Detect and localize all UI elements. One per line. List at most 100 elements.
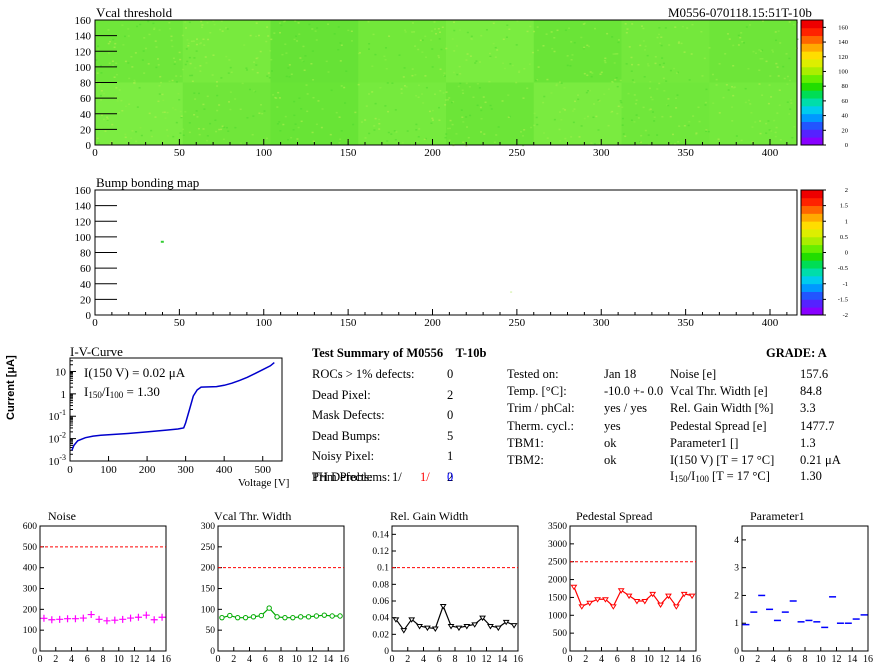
map-pixel bbox=[496, 49, 499, 51]
map-pixel bbox=[505, 36, 508, 38]
ph-defects-value-1: 1/ bbox=[392, 470, 402, 484]
roc-chart-frame bbox=[741, 525, 869, 652]
roc-point bbox=[87, 611, 95, 619]
map-pixel bbox=[708, 47, 711, 49]
map-pixel bbox=[732, 87, 735, 89]
defect-bump bbox=[510, 291, 513, 293]
map-pixel bbox=[246, 69, 249, 71]
map-pixel bbox=[99, 94, 102, 97]
palette-tick-label: 0.5 bbox=[840, 234, 848, 241]
map-pixel bbox=[467, 136, 470, 139]
map-pixel bbox=[437, 28, 440, 30]
map-pixel bbox=[465, 144, 468, 147]
map-pixel bbox=[522, 135, 525, 137]
map-pixel bbox=[120, 99, 123, 102]
palette-tick-label: 140 bbox=[838, 39, 848, 46]
map-pixel bbox=[109, 40, 112, 43]
map-pixel bbox=[649, 80, 652, 83]
map-pixel bbox=[712, 102, 715, 104]
roc-y-tick-label: 3 bbox=[734, 564, 739, 574]
map-pixel bbox=[294, 20, 297, 22]
map-pixel bbox=[635, 114, 638, 116]
map-pixel bbox=[188, 131, 191, 134]
map-pixel bbox=[358, 52, 361, 54]
map-pixel bbox=[519, 131, 522, 133]
map-pixel bbox=[142, 50, 145, 52]
map-pixel bbox=[640, 134, 643, 137]
map-pixel bbox=[660, 36, 663, 38]
map-pixel bbox=[501, 100, 504, 102]
map-pixel bbox=[470, 35, 473, 38]
map-pixel bbox=[184, 21, 187, 23]
map-pixel bbox=[182, 134, 185, 137]
map-pixel bbox=[177, 93, 180, 95]
map-pixel bbox=[607, 124, 610, 127]
map-pixel bbox=[421, 39, 424, 41]
roc-x-tick-label: 4 bbox=[599, 654, 604, 665]
palette-tick-label: -2 bbox=[843, 312, 848, 319]
map-pixel bbox=[193, 57, 196, 59]
summary-title: Test Summary of M0556 T-10b bbox=[312, 346, 487, 360]
palette-band bbox=[801, 229, 823, 238]
map-pixel bbox=[178, 51, 181, 54]
map-pixel bbox=[308, 23, 311, 26]
param-label: Vcal Thr. Width [e] bbox=[670, 384, 768, 399]
map-pixel bbox=[298, 33, 301, 35]
map-x-tick-label: 100 bbox=[256, 147, 273, 159]
map-pixel bbox=[690, 53, 693, 55]
map-pixel bbox=[749, 103, 752, 105]
map-pixel bbox=[628, 46, 631, 48]
map-pixel bbox=[130, 137, 133, 139]
map-pixel bbox=[650, 96, 653, 98]
map-pixel bbox=[255, 57, 258, 60]
map-pixel bbox=[290, 73, 293, 75]
map-pixel bbox=[199, 65, 202, 67]
roc-y-tick-label: 2000 bbox=[548, 576, 567, 586]
map-pixel bbox=[445, 91, 448, 93]
map-pixel bbox=[577, 98, 580, 101]
map-pixel bbox=[131, 130, 134, 132]
map-pixel bbox=[431, 109, 434, 112]
roc-series-line bbox=[395, 604, 515, 632]
map-pixel bbox=[345, 70, 348, 72]
roc-chart-title: Noise bbox=[48, 509, 76, 523]
map-pixel bbox=[590, 75, 593, 78]
roc-y-tick-label: 3000 bbox=[548, 540, 567, 550]
roc-y-tick-label: 100 bbox=[23, 626, 38, 636]
map-pixel bbox=[171, 45, 174, 48]
map-pixel bbox=[157, 100, 160, 103]
map-pixel bbox=[442, 92, 445, 94]
map-y-tick-label: 20 bbox=[80, 294, 92, 306]
map-pixel bbox=[683, 124, 686, 127]
map-x-tick-label: 0 bbox=[92, 147, 98, 159]
map-pixel bbox=[446, 99, 449, 101]
map-pixel bbox=[633, 121, 636, 123]
test-value: yes bbox=[604, 418, 621, 433]
map-pixel bbox=[327, 23, 330, 25]
map-pixel bbox=[220, 20, 223, 22]
map-pixel bbox=[462, 141, 465, 144]
map-pixel bbox=[717, 138, 720, 140]
map-pixel bbox=[774, 131, 777, 134]
map-pixel bbox=[306, 93, 309, 95]
map-pixel bbox=[619, 100, 622, 102]
roc-x-tick-label: 0 bbox=[390, 654, 395, 665]
map-pixel bbox=[333, 33, 336, 35]
map-x-tick-label: 250 bbox=[509, 317, 526, 329]
map-pixel bbox=[705, 129, 708, 131]
map-pixel bbox=[456, 73, 459, 76]
map-pixel bbox=[744, 87, 747, 90]
map-pixel bbox=[776, 66, 779, 68]
map-pixel bbox=[550, 31, 553, 33]
map-pixel bbox=[431, 48, 434, 50]
map-pixel bbox=[461, 89, 464, 92]
palette-tick-label: 0 bbox=[845, 142, 848, 149]
map-pixel bbox=[715, 78, 718, 81]
map-pixel bbox=[219, 28, 222, 31]
map-pixel bbox=[109, 143, 112, 145]
map-pixel bbox=[518, 70, 521, 72]
map-pixel bbox=[166, 129, 169, 131]
map-pixel bbox=[451, 101, 454, 104]
map-pixel bbox=[572, 110, 575, 112]
map-pixel bbox=[783, 77, 786, 80]
